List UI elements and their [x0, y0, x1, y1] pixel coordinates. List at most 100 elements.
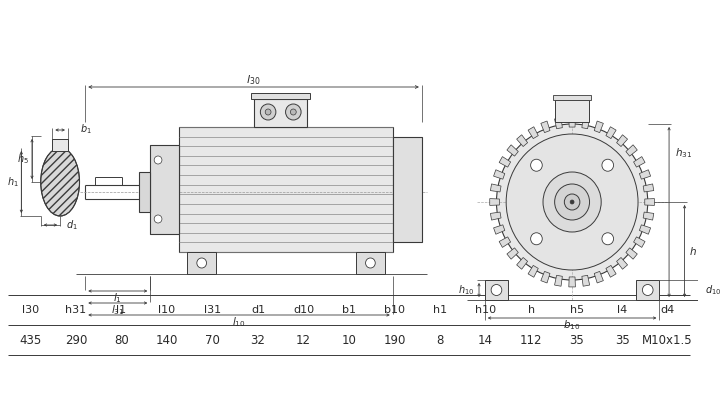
Polygon shape: [499, 156, 510, 167]
Circle shape: [531, 159, 542, 171]
Polygon shape: [594, 272, 603, 283]
Circle shape: [531, 233, 542, 245]
Bar: [139, 172, 150, 212]
Text: $h_1$: $h_1$: [6, 175, 19, 189]
Circle shape: [366, 258, 375, 268]
Polygon shape: [490, 198, 500, 205]
Bar: [254, 99, 307, 127]
Polygon shape: [494, 225, 505, 234]
Polygon shape: [528, 127, 539, 139]
Circle shape: [602, 159, 613, 171]
Polygon shape: [494, 170, 505, 179]
Polygon shape: [606, 266, 616, 277]
Text: 80: 80: [114, 333, 129, 347]
Text: d10: d10: [293, 305, 314, 315]
Text: b1: b1: [342, 305, 356, 315]
Circle shape: [642, 285, 653, 295]
Text: h5: h5: [570, 305, 584, 315]
Text: l1: l1: [117, 305, 127, 315]
Polygon shape: [634, 237, 645, 247]
Text: 290: 290: [65, 333, 87, 347]
Polygon shape: [626, 248, 637, 259]
Text: l10: l10: [158, 305, 176, 315]
Bar: [636, 280, 660, 300]
Ellipse shape: [41, 148, 79, 216]
Polygon shape: [554, 275, 562, 286]
Polygon shape: [616, 258, 628, 269]
Polygon shape: [490, 212, 501, 220]
Text: $h_{31}$: $h_{31}$: [675, 146, 692, 160]
Polygon shape: [541, 272, 550, 283]
Text: 12: 12: [296, 333, 311, 347]
Text: $l_1$: $l_1$: [113, 291, 122, 305]
Text: $l_{31}$: $l_{31}$: [111, 303, 125, 317]
Polygon shape: [643, 184, 654, 192]
Polygon shape: [616, 135, 628, 146]
Bar: [555, 100, 589, 122]
Circle shape: [265, 109, 271, 115]
Circle shape: [491, 285, 502, 295]
Text: l31: l31: [204, 305, 221, 315]
Polygon shape: [507, 145, 518, 156]
Text: 10: 10: [341, 333, 356, 347]
Text: M10x1.5: M10x1.5: [642, 333, 693, 347]
Text: 32: 32: [251, 333, 266, 347]
Text: 435: 435: [19, 333, 42, 347]
Text: h10: h10: [475, 305, 496, 315]
Text: $b_1$: $b_1$: [79, 122, 91, 136]
Bar: [187, 252, 216, 274]
Polygon shape: [645, 198, 654, 205]
Text: h1: h1: [433, 305, 447, 315]
Text: d1: d1: [251, 305, 265, 315]
Polygon shape: [528, 266, 539, 277]
Bar: [485, 280, 508, 300]
Text: $l_{10}$: $l_{10}$: [233, 315, 246, 329]
Bar: [553, 95, 591, 100]
Polygon shape: [634, 156, 645, 167]
Circle shape: [554, 184, 590, 220]
Bar: [179, 127, 392, 252]
Circle shape: [261, 104, 276, 120]
Polygon shape: [517, 258, 528, 269]
Text: 14: 14: [478, 333, 493, 347]
Text: 8: 8: [436, 333, 444, 347]
Circle shape: [564, 194, 580, 210]
Text: 35: 35: [615, 333, 629, 347]
Circle shape: [154, 156, 162, 164]
Polygon shape: [626, 145, 637, 156]
Text: $l_{30}$: $l_{30}$: [246, 73, 261, 87]
Text: 190: 190: [383, 333, 406, 347]
Polygon shape: [606, 127, 616, 139]
Text: 140: 140: [156, 333, 179, 347]
Polygon shape: [541, 121, 550, 133]
Circle shape: [154, 215, 162, 223]
Bar: [392, 137, 422, 242]
Text: $d_1$: $d_1$: [66, 218, 78, 232]
Circle shape: [286, 104, 301, 120]
Bar: [356, 252, 385, 274]
Text: 35: 35: [570, 333, 584, 347]
Circle shape: [570, 200, 574, 204]
Polygon shape: [569, 117, 575, 127]
Polygon shape: [499, 237, 510, 247]
Polygon shape: [507, 248, 518, 259]
Polygon shape: [582, 118, 590, 129]
Circle shape: [290, 109, 296, 115]
Text: $h$: $h$: [690, 245, 697, 257]
Polygon shape: [554, 118, 562, 129]
Polygon shape: [639, 225, 651, 234]
Polygon shape: [569, 277, 575, 287]
Text: 70: 70: [205, 333, 220, 347]
Circle shape: [506, 134, 638, 270]
Text: $d_{10}$: $d_{10}$: [705, 283, 720, 297]
Polygon shape: [490, 184, 501, 192]
Text: d4: d4: [660, 305, 675, 315]
Polygon shape: [582, 275, 590, 286]
Bar: [53, 139, 68, 151]
Text: l30: l30: [22, 305, 39, 315]
Circle shape: [602, 233, 613, 245]
Text: h: h: [528, 305, 535, 315]
Bar: [150, 145, 179, 234]
Polygon shape: [639, 170, 651, 179]
Text: l4: l4: [617, 305, 627, 315]
